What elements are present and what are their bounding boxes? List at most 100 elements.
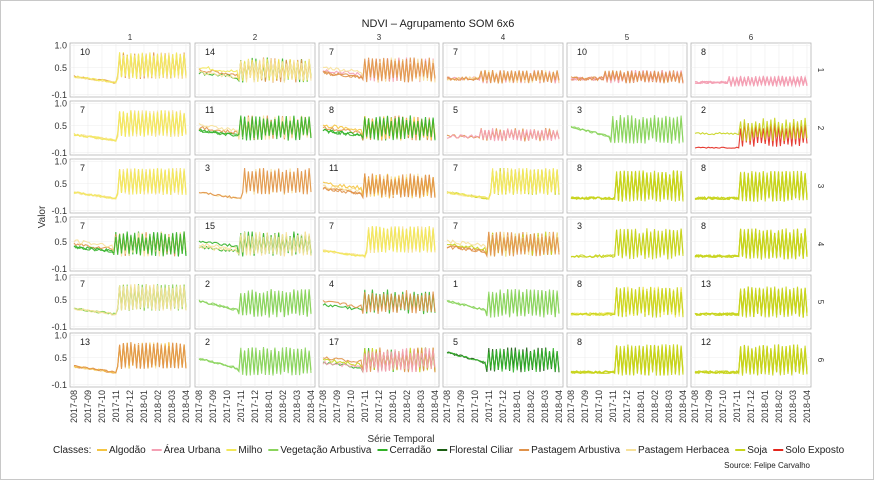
x-tick-label: 2018-01 bbox=[264, 390, 274, 423]
y-axis-label: Valor bbox=[37, 205, 48, 228]
series-line bbox=[73, 231, 187, 257]
x-tick-label: 2018-01 bbox=[636, 390, 646, 423]
legend-item: Florestal Ciliar bbox=[437, 445, 514, 456]
column-strip-label: 5 bbox=[625, 33, 630, 42]
series-line bbox=[73, 168, 187, 200]
panel-r5-c3: 4 bbox=[318, 274, 440, 330]
x-tick-label: 2017-08 bbox=[318, 390, 328, 423]
x-axis-ticks: 2017-08 2017-09 2017-10 2017-11 2017-12 2018-… bbox=[69, 390, 812, 423]
series-line bbox=[198, 115, 312, 141]
y-tick-label: 1.0 bbox=[54, 156, 67, 166]
y-tick-label: 0.5 bbox=[54, 295, 67, 305]
row-strip-label: 2 bbox=[816, 126, 825, 131]
panel-r2-c4: 5 bbox=[442, 100, 564, 156]
panel-count-label: 8 bbox=[577, 279, 582, 289]
series-line bbox=[73, 342, 187, 374]
x-tick-label: 2017-12 bbox=[498, 390, 508, 423]
x-tick-label: 2017-11 bbox=[360, 390, 370, 422]
panel-r4-c1: 7 1.0 0.5 -0.1 bbox=[51, 214, 191, 274]
x-tick-label: 2017-09 bbox=[456, 390, 466, 423]
panel-count-label: 7 bbox=[453, 47, 458, 57]
x-tick-label: 2018-02 bbox=[402, 390, 412, 423]
series-line bbox=[694, 75, 808, 89]
y-tick-label: -0.1 bbox=[51, 264, 67, 274]
series-line bbox=[570, 228, 684, 260]
y-tick-label: 0.5 bbox=[54, 353, 67, 363]
legend-item: Área Urbana bbox=[151, 443, 221, 456]
series-line bbox=[694, 117, 808, 142]
legend-title: Classes: bbox=[53, 445, 91, 456]
series-line bbox=[198, 231, 312, 257]
legend-label: Algodão bbox=[109, 445, 146, 456]
legend-label: Área Urbana bbox=[164, 443, 221, 456]
panel-count-label: 3 bbox=[577, 105, 582, 115]
panel-r1-c2: 14 bbox=[194, 42, 316, 98]
panel-count-label: 13 bbox=[701, 279, 711, 289]
y-tick-label: 0.5 bbox=[54, 237, 67, 247]
x-tick-label: 2017-09 bbox=[332, 390, 342, 423]
panel-count-label: 17 bbox=[329, 337, 339, 347]
panel-count-label: 10 bbox=[80, 47, 90, 57]
series-line bbox=[322, 290, 436, 314]
x-tick-label: 2017-12 bbox=[746, 390, 756, 423]
series-line bbox=[570, 344, 684, 376]
column-strip-label: 2 bbox=[253, 33, 258, 42]
x-tick-label: 2017-11 bbox=[484, 390, 494, 422]
series-line bbox=[694, 170, 808, 202]
series-line bbox=[570, 114, 684, 144]
x-tick-label: 2017-11 bbox=[732, 390, 742, 422]
column-strip-label: 6 bbox=[749, 33, 754, 42]
panel-r1-c5: 10 bbox=[566, 42, 688, 98]
legend-item: Cerradão bbox=[377, 445, 432, 456]
y-tick-label: 1.0 bbox=[54, 214, 67, 224]
panel-r4-c2: 15 bbox=[194, 216, 316, 272]
x-tick-label: 2018-02 bbox=[526, 390, 536, 423]
x-tick-label: 2018-01 bbox=[139, 390, 149, 423]
panel-count-label: 8 bbox=[701, 221, 706, 231]
legend-label: Florestal Ciliar bbox=[449, 445, 514, 456]
panel-r1-c4: 7 bbox=[442, 42, 564, 98]
x-axis-label: Série Temporal bbox=[367, 434, 434, 445]
panel-r6-c2: 2 bbox=[194, 332, 316, 388]
legend-label: Pastagem Arbustiva bbox=[531, 445, 620, 456]
panel-r6-c6: 12 bbox=[690, 332, 812, 388]
x-tick-label: 2017-12 bbox=[622, 390, 632, 423]
row-strip-label: 1 bbox=[816, 68, 825, 73]
x-tick-label: 2017-11 bbox=[236, 390, 246, 422]
panel-count-label: 12 bbox=[701, 337, 711, 347]
series-line bbox=[198, 347, 312, 376]
legend-item: Vegetação Arbustiva bbox=[268, 445, 372, 456]
column-strip-label: 3 bbox=[377, 33, 382, 42]
x-tick-label: 2017-12 bbox=[125, 390, 135, 423]
y-tick-label: 1.0 bbox=[54, 272, 67, 282]
panel-count-label: 8 bbox=[701, 163, 706, 173]
panel-grid: 101.00.5-0.114 7 7 10 871.00.5-0.111 8 5 3 271.0… bbox=[51, 40, 812, 390]
y-tick-label: 1.0 bbox=[54, 330, 67, 340]
panel-count-label: 7 bbox=[453, 163, 458, 173]
series-line bbox=[73, 110, 187, 142]
y-tick-label: -0.1 bbox=[51, 148, 67, 158]
panel-r5-c6: 13 bbox=[690, 274, 812, 330]
row-strip-label: 4 bbox=[816, 242, 825, 247]
panel-r2-c3: 8 bbox=[318, 100, 440, 156]
x-tick-label: 2017-10 bbox=[718, 390, 728, 423]
panel-r1-c3: 7 bbox=[318, 42, 440, 98]
x-tick-label: 2018-04 bbox=[802, 390, 812, 423]
panel-r3-c6: 8 bbox=[690, 158, 812, 214]
panel-r2-c6: 2 bbox=[690, 100, 812, 156]
panel-count-label: 3 bbox=[577, 221, 582, 231]
x-tick-label: 2018-04 bbox=[430, 390, 440, 423]
legend-label: Solo Exposto bbox=[785, 445, 844, 456]
panel-r3-c2: 3 bbox=[194, 158, 316, 214]
x-tick-label: 2018-03 bbox=[540, 390, 550, 423]
y-tick-label: -0.1 bbox=[51, 90, 67, 100]
panel-count-label: 4 bbox=[329, 279, 334, 289]
y-tick-label: 0.5 bbox=[54, 63, 67, 73]
panel-r1-c1: 10 1.0 0.5 -0.1 bbox=[51, 40, 191, 100]
series-line bbox=[198, 58, 312, 83]
legend: Classes: Algodão Área Urbana Milho Vegetaçã… bbox=[53, 443, 845, 456]
x-tick-label: 2017-10 bbox=[222, 390, 232, 423]
panel-count-label: 7 bbox=[329, 47, 334, 57]
panel-count-label: 8 bbox=[577, 163, 582, 173]
x-tick-label: 2017-10 bbox=[594, 390, 604, 423]
